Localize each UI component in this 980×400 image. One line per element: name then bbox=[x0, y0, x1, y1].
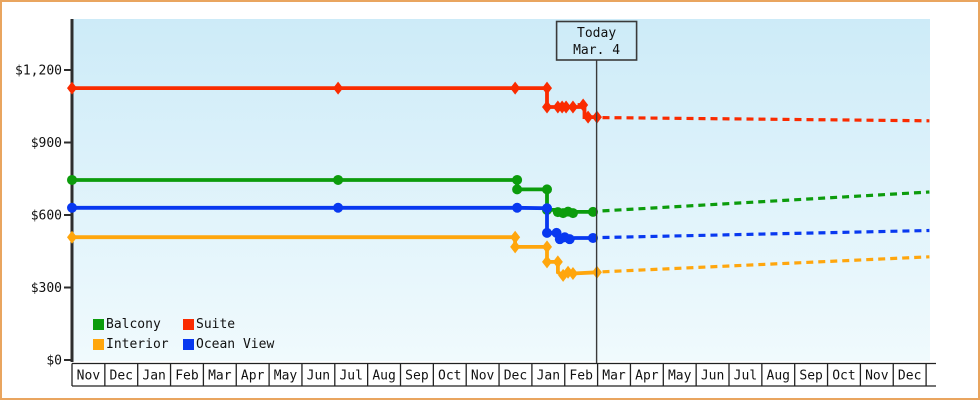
y-tick-label: $300 bbox=[31, 281, 62, 296]
data-point-marker bbox=[552, 255, 563, 269]
month-label: Nov bbox=[865, 369, 889, 384]
data-point-marker bbox=[578, 98, 589, 112]
legend-swatch-suite bbox=[183, 318, 194, 330]
data-point-marker bbox=[67, 230, 77, 244]
month-label: Sep bbox=[405, 369, 429, 384]
month-label: Dec bbox=[898, 369, 921, 384]
data-point-marker bbox=[542, 255, 553, 269]
month-label: Jul bbox=[734, 369, 757, 384]
month-label: Aug bbox=[767, 369, 790, 384]
month-label: Dec bbox=[110, 369, 133, 384]
month-label: Feb bbox=[175, 369, 199, 384]
month-label: Apr bbox=[635, 369, 659, 384]
legend-swatch-balcony bbox=[93, 318, 104, 330]
series-forecast-dashed-suite bbox=[602, 116, 930, 123]
data-point-marker bbox=[512, 202, 523, 213]
plot-background bbox=[72, 19, 930, 361]
y-tick-label: $1,200 bbox=[15, 64, 62, 79]
month-label: Dec bbox=[504, 369, 527, 384]
data-point-marker bbox=[67, 81, 77, 95]
data-point-marker bbox=[542, 227, 553, 238]
plot-area bbox=[72, 19, 930, 361]
month-label: Apr bbox=[241, 369, 265, 384]
data-point-marker bbox=[510, 230, 521, 244]
data-point-marker bbox=[567, 100, 578, 114]
month-label: Jul bbox=[339, 369, 362, 384]
data-point-marker bbox=[561, 100, 572, 114]
month-label: Nov bbox=[77, 369, 101, 384]
data-point-marker bbox=[542, 203, 553, 214]
legend: Balcony Suite Interior Ocean View bbox=[93, 314, 274, 354]
data-point-marker bbox=[512, 174, 523, 185]
today-label-box bbox=[555, 20, 638, 61]
data-point-marker bbox=[542, 240, 553, 254]
legend-item-suite: Suite bbox=[183, 314, 274, 334]
month-label: Aug bbox=[372, 369, 395, 384]
data-point-marker bbox=[333, 202, 344, 213]
legend-swatch-ocean-view bbox=[183, 338, 194, 350]
month-label: Nov bbox=[471, 369, 495, 384]
data-point-marker bbox=[333, 81, 344, 95]
data-point-marker bbox=[67, 174, 77, 185]
data-point-marker bbox=[333, 174, 344, 185]
month-label: May bbox=[668, 369, 692, 384]
series-forecast-dashed-balcony bbox=[602, 190, 930, 213]
data-point-marker bbox=[583, 110, 594, 124]
legend-label-balcony: Balcony bbox=[106, 316, 161, 332]
month-label: Mar bbox=[602, 369, 626, 384]
data-point-marker bbox=[542, 184, 553, 195]
legend-label-interior: Interior bbox=[106, 336, 169, 352]
series-forecast-dashed-interior bbox=[602, 255, 930, 274]
legend-swatch-interior bbox=[93, 338, 104, 350]
data-point-marker bbox=[588, 232, 599, 243]
x-axis-month-band: Nov Dec Jan Feb Mar Apr May Jun Jul Aug Sep Oct Nov D… bbox=[71, 362, 936, 387]
month-label: Jun bbox=[307, 369, 330, 384]
month-label: Jan bbox=[142, 369, 165, 384]
y-tick-label: $600 bbox=[31, 209, 62, 224]
data-point-marker bbox=[510, 240, 521, 254]
data-point-marker bbox=[510, 81, 521, 95]
today-annotation: Today Mar. 4 bbox=[555, 20, 638, 363]
month-label: Feb bbox=[569, 369, 593, 384]
month-label: Oct bbox=[832, 369, 855, 384]
y-tick-label: $900 bbox=[31, 136, 62, 151]
data-point-marker bbox=[542, 81, 553, 95]
month-label: Sep bbox=[799, 369, 823, 384]
month-label: Jan bbox=[537, 369, 560, 384]
legend-item-balcony: Balcony bbox=[93, 314, 183, 334]
month-label: May bbox=[274, 369, 298, 384]
month-label: Mar bbox=[208, 369, 232, 384]
month-label: Jun bbox=[701, 369, 724, 384]
data-point-marker bbox=[542, 100, 553, 114]
data-point-marker bbox=[564, 234, 575, 245]
data-point-marker bbox=[588, 206, 599, 217]
data-point-marker bbox=[567, 208, 578, 219]
y-axis: $0 $300 $600 $900 $1,200 bbox=[15, 19, 74, 369]
legend-item-interior: Interior bbox=[93, 334, 183, 354]
today-label-line2: Mar. 4 bbox=[573, 43, 620, 58]
price-series-lines bbox=[67, 81, 930, 282]
legend-label-suite: Suite bbox=[196, 316, 236, 332]
data-point-marker bbox=[567, 266, 578, 280]
series-forecast-dashed-ocean-view bbox=[602, 228, 930, 240]
y-tick-label: $0 bbox=[46, 354, 62, 369]
legend-item-ocean-view: Ocean View bbox=[183, 334, 274, 354]
legend-label-ocean-view: Ocean View bbox=[196, 336, 275, 352]
today-label-line1: Today bbox=[577, 26, 616, 41]
month-label: Oct bbox=[438, 369, 461, 384]
data-point-marker bbox=[67, 202, 77, 213]
data-point-marker bbox=[512, 184, 523, 195]
